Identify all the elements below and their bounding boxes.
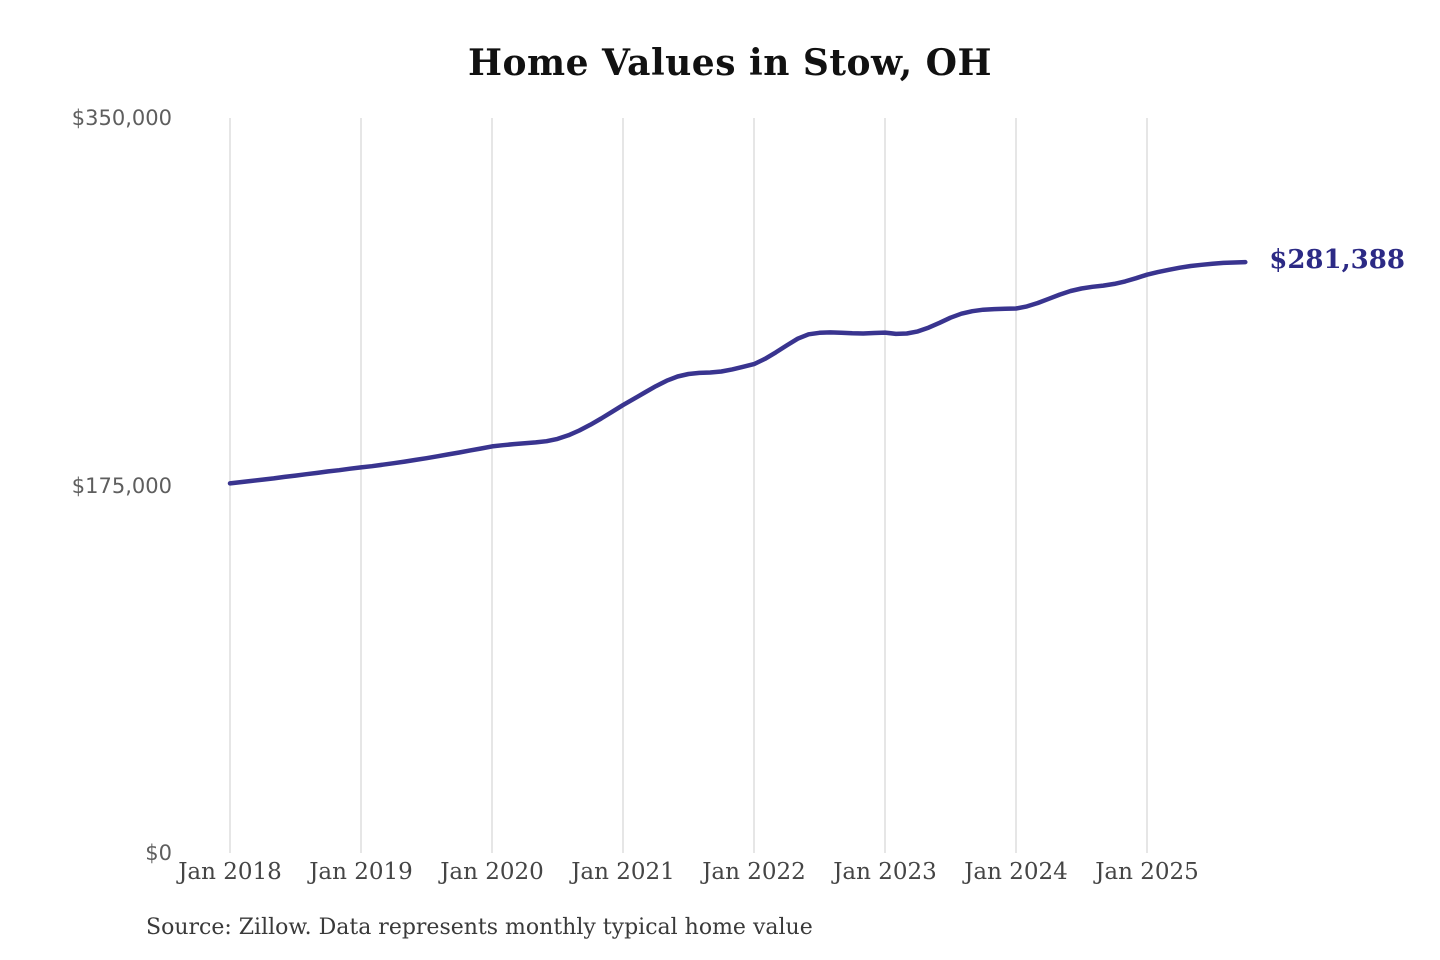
latest-value-label: $281,388 — [1269, 245, 1405, 276]
home-value-line — [227, 259, 1248, 486]
x-axis-label: Jan 2023 — [833, 859, 937, 885]
x-axis-label: Jan 2018 — [178, 859, 282, 885]
x-axis-label: Jan 2020 — [440, 859, 544, 885]
x-axis-label: Jan 2021 — [571, 859, 675, 885]
x-axis-label: Jan 2024 — [964, 859, 1068, 885]
chart-title: Home Values in Stow, OH — [467, 42, 993, 84]
x-axis-label: Jan 2022 — [702, 859, 806, 885]
y-axis-label-zero: $0 — [145, 841, 172, 865]
x-axis-label: Jan 2019 — [309, 859, 413, 885]
y-axis-label-top: $350,000 — [71, 106, 172, 130]
source-note: Source: Zillow. Data represents monthly … — [146, 915, 813, 940]
x-axis-label: Jan 2025 — [1095, 859, 1199, 885]
y-axis-label-mid: $175,000 — [71, 473, 172, 498]
